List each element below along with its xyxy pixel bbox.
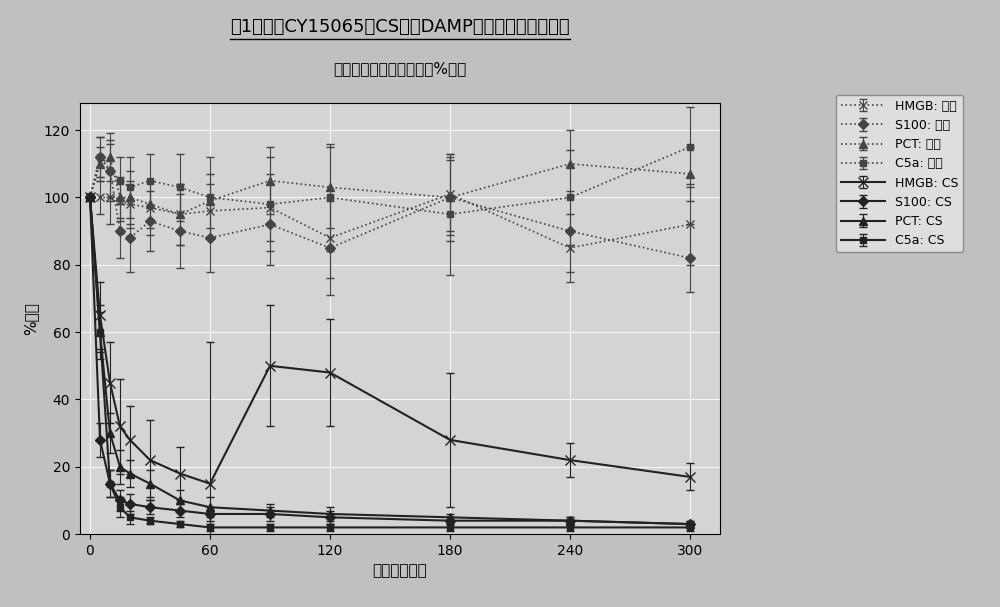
Text: 与动态过滤前浓度相比的%剩余: 与动态过滤前浓度相比的%剩余 <box>333 61 467 76</box>
Y-axis label: %剩余: %剩余 <box>23 302 38 335</box>
X-axis label: 时间（分钟）: 时间（分钟） <box>373 563 427 578</box>
Text: 图1：使用CY15065（CS）下DAMP从血液中的体外去除: 图1：使用CY15065（CS）下DAMP从血液中的体外去除 <box>230 18 570 36</box>
Legend: HMGB: 对照, S100: 对照, PCT: 对照, C5a: 对照, HMGB: CS, S100: CS, PCT: CS, C5a: CS: HMGB: 对照, S100: 对照, PCT: 对照, C5a: 对照, HM… <box>836 95 963 253</box>
